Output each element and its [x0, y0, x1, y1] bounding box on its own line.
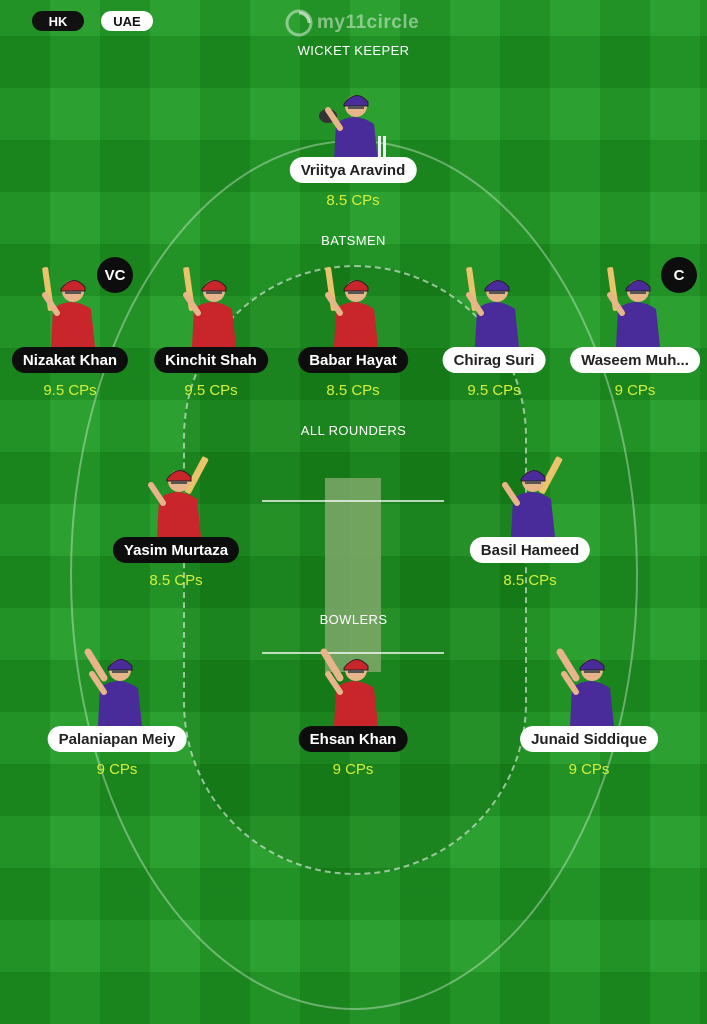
player-card[interactable]: Chirag Suri 9.5 CPs [419, 265, 569, 406]
player-card[interactable]: Palaniapan Meiy 9 CPs [42, 644, 192, 785]
crease-line [262, 652, 444, 654]
circle-logo-icon [285, 9, 313, 37]
player-card[interactable]: Babar Hayat 8.5 CPs [278, 265, 428, 406]
section-title-all-rounders: ALL ROUNDERS [300, 423, 407, 438]
all-rounder-icon [495, 455, 565, 537]
player-credits: 9 CPs [614, 382, 656, 399]
player-card[interactable]: Kinchit Shah 9.5 CPs [136, 265, 286, 406]
section-title-bowlers: BOWLERS [319, 612, 388, 627]
crease-line [262, 500, 444, 502]
player-credits: 8.5 CPs [149, 572, 203, 589]
batsman-icon [176, 265, 246, 347]
player-name: Nizakat Khan [11, 347, 129, 373]
app-logo: my11circle [285, 7, 419, 39]
pitch-strip [325, 478, 381, 672]
bowler-icon [318, 644, 388, 726]
player-credits: 9 CPs [96, 761, 138, 778]
player-credits: 8.5 CPs [503, 572, 557, 589]
player-name: Yasim Murtaza [112, 537, 240, 563]
batsman-icon [318, 265, 388, 347]
player-card[interactable]: Basil Hameed 8.5 CPs [455, 455, 605, 596]
player-credits: 9.5 CPs [184, 382, 238, 399]
player-card[interactable]: Waseem Muh... 9 CPs [560, 265, 707, 406]
batsman-icon [600, 265, 670, 347]
all-rounder-icon [141, 455, 211, 537]
player-name: Basil Hameed [469, 537, 591, 563]
player-credits: 9.5 CPs [43, 382, 97, 399]
bowler-icon [554, 644, 624, 726]
captain-badge: C [661, 257, 697, 293]
player-name: Junaid Siddique [520, 726, 658, 752]
section-title-batsmen: BATSMEN [321, 233, 386, 248]
batsman-icon [35, 265, 105, 347]
player-credits: 8.5 CPs [326, 382, 380, 399]
player-name: Chirag Suri [442, 347, 546, 373]
team-tab-hk[interactable]: HK [32, 11, 84, 31]
player-card[interactable]: Yasim Murtaza 8.5 CPs [101, 455, 251, 596]
player-card[interactable]: Vriitya Aravind 8.5 CPs [278, 80, 428, 216]
player-name: Vriitya Aravind [289, 157, 417, 183]
player-credits: 9 CPs [332, 761, 374, 778]
player-credits: 9 CPs [568, 761, 610, 778]
player-name: Babar Hayat [298, 347, 408, 373]
player-credits: 8.5 CPs [326, 192, 380, 209]
player-name: Ehsan Khan [298, 726, 408, 752]
player-card[interactable]: Ehsan Khan 9 CPs [278, 644, 428, 785]
player-credits: 9.5 CPs [467, 382, 521, 399]
team-tab-uae[interactable]: UAE [101, 11, 153, 31]
player-card[interactable]: Nizakat Khan 9.5 CPs [0, 265, 145, 406]
wicket-keeper-icon [318, 80, 388, 162]
section-title-wicket-keeper: WICKET KEEPER [297, 43, 410, 58]
batsman-icon [459, 265, 529, 347]
player-name: Palaniapan Meiy [47, 726, 187, 752]
bowler-icon [82, 644, 152, 726]
player-name: Kinchit Shah [154, 347, 268, 373]
player-name: Waseem Muh... [570, 347, 700, 373]
vice-captain-badge: VC [97, 257, 133, 293]
logo-text: my11circle [317, 12, 420, 33]
player-card[interactable]: Junaid Siddique 9 CPs [514, 644, 664, 785]
